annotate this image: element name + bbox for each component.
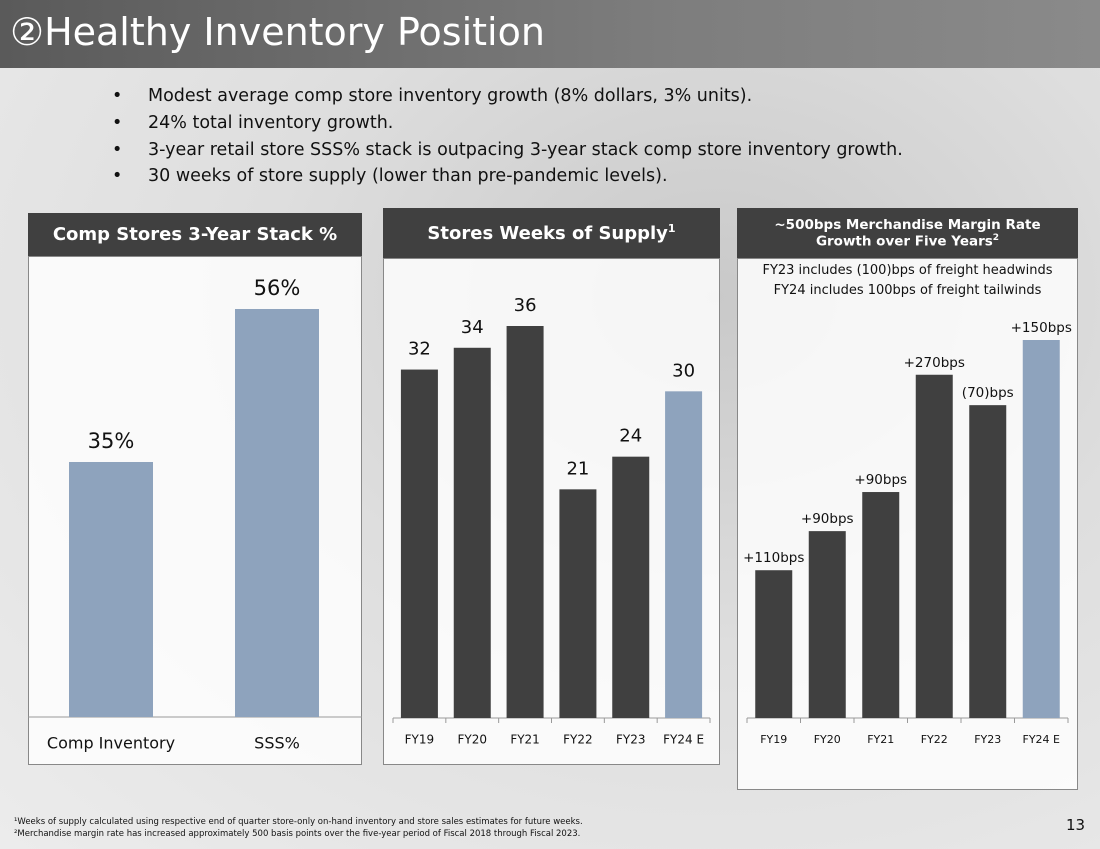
value-label: 32	[408, 339, 431, 360]
x-tick-label: FY20	[457, 733, 487, 747]
value-label: +110bps	[743, 550, 804, 566]
x-tick-label: FY19	[760, 733, 787, 746]
bar	[755, 570, 793, 718]
chart-title: Stores Weeks of Supply	[427, 223, 668, 244]
bar	[400, 369, 438, 718]
footnote-mark: 2	[992, 232, 1000, 243]
chart-panel	[737, 258, 1078, 790]
bar	[69, 462, 153, 717]
value-label: +150bps	[1011, 320, 1072, 336]
bullet: 30 weeks of store supply (lower than pre…	[112, 166, 668, 186]
bar	[506, 326, 544, 718]
chart-panel	[383, 258, 720, 765]
x-tick-label: FY19	[405, 733, 435, 747]
footnote-mark: 1	[667, 222, 676, 235]
chart-subtitle: FY24 includes 100bps of freight tailwind…	[773, 283, 1042, 298]
value-label: 35%	[88, 429, 135, 453]
page-number: 13	[1066, 816, 1086, 834]
x-tick-label: FY21	[867, 733, 894, 746]
chart-title-box: ~500bps Merchandise Margin Rate Growth o…	[737, 208, 1078, 258]
value-label: +90bps	[801, 511, 854, 527]
x-tick-label: FY20	[814, 733, 841, 746]
bar	[453, 347, 491, 718]
bullet: Modest average comp store inventory grow…	[112, 86, 752, 106]
x-tick-label: FY22	[563, 733, 593, 747]
bar	[235, 309, 319, 717]
x-tick-label: Comp Inventory	[47, 734, 175, 753]
value-label: (70)bps	[962, 385, 1014, 401]
x-tick-label: FY23	[974, 733, 1001, 746]
chart-title: Comp Stores 3-Year Stack %	[52, 224, 338, 245]
x-tick-label: FY24 E	[663, 733, 704, 747]
bar	[612, 456, 650, 718]
bullet: 24% total inventory growth.	[112, 113, 393, 133]
value-label: 24	[619, 426, 642, 447]
x-tick-label: SSS%	[254, 734, 300, 753]
value-label: 21	[566, 458, 589, 479]
value-label: 30	[672, 360, 695, 381]
slide-title: ②Healthy Inventory Position	[10, 10, 545, 54]
header-bar	[0, 0, 1100, 68]
footnote: ²Merchandise margin rate has increased a…	[14, 829, 581, 839]
chart-title-box: Comp Stores 3-Year Stack %	[28, 213, 362, 256]
chart-subtitle: FY23 includes (100)bps of freight headwi…	[762, 263, 1053, 278]
x-tick-label: FY24 E	[1023, 733, 1061, 746]
value-label: 34	[461, 317, 484, 338]
bar	[808, 531, 846, 718]
bar	[915, 374, 953, 718]
bar	[1022, 340, 1060, 718]
bar	[559, 489, 597, 718]
value-label: 56%	[254, 276, 301, 300]
footnote: ¹Weeks of supply calculated using respec…	[14, 817, 583, 827]
bar	[969, 405, 1007, 718]
value-label: 36	[514, 295, 537, 316]
bullet: 3-year retail store SSS% stack is outpac…	[112, 140, 903, 160]
bar	[665, 391, 703, 718]
chart-title: ~500bps Merchandise Margin Rate Growth o…	[774, 216, 1041, 250]
x-tick-label: FY22	[921, 733, 948, 746]
chart-title-box: Stores Weeks of Supply1	[383, 208, 720, 258]
value-label: +90bps	[854, 472, 907, 488]
x-tick-label: FY23	[616, 733, 646, 747]
value-label: +270bps	[904, 355, 965, 371]
x-tick-label: FY21	[510, 733, 540, 747]
bar	[862, 492, 900, 718]
